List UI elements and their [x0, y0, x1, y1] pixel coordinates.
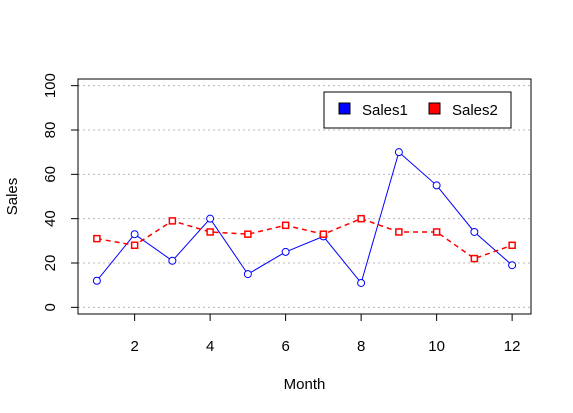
- series-sales1: [92, 148, 517, 287]
- x-tick-label: 12: [504, 338, 521, 355]
- plot-frame: [77, 78, 532, 315]
- x-tick-label: 2: [130, 338, 138, 355]
- data-point-sales2: [206, 228, 214, 236]
- data-point-sales1: [243, 270, 252, 279]
- x-tick-label: 8: [357, 338, 365, 355]
- data-point-sales2: [281, 221, 290, 230]
- data-point-sales2: [395, 228, 403, 236]
- legend: Sales1 Sales2: [323, 91, 512, 129]
- y-tick-label: 40: [42, 210, 59, 227]
- legend-box: [323, 91, 512, 129]
- x-axis: 2 4 6 8 10 12: [130, 314, 520, 355]
- legend-label-sales2: Sales2: [452, 102, 498, 119]
- series-line-sales2: [96, 217, 513, 260]
- legend-swatch-sales2: [428, 102, 441, 115]
- legend-label-sales1: Sales1: [362, 102, 408, 119]
- data-point-sales2: [508, 241, 516, 250]
- y-axis: 0 20 40 60 80 100: [42, 73, 78, 312]
- data-point-sales2: [319, 230, 328, 238]
- y-tick-label: 100: [42, 73, 59, 98]
- y-tick-label: 60: [42, 166, 59, 183]
- y-axis-label: Sales: [4, 178, 21, 216]
- data-point-sales2: [168, 217, 177, 225]
- data-point-sales1: [357, 278, 366, 287]
- data-point-sales1: [281, 247, 290, 256]
- data-point-sales1: [508, 261, 517, 270]
- series-sales2: [93, 214, 516, 263]
- y-tick-label: 20: [42, 255, 59, 272]
- series-line-sales1: [96, 151, 513, 285]
- x-tick-label: 4: [206, 338, 214, 355]
- x-tick-label: 6: [281, 338, 289, 355]
- x-tick-label: 10: [428, 338, 445, 355]
- data-point-sales2: [130, 241, 139, 250]
- data-point-sales1: [206, 214, 215, 223]
- gridlines: [78, 85, 531, 308]
- x-axis-label: Month: [284, 376, 326, 393]
- data-point-sales1: [394, 148, 403, 157]
- data-point-sales2: [470, 254, 479, 263]
- data-point-sales2: [244, 230, 252, 238]
- legend-swatch-sales1: [338, 102, 351, 115]
- data-point-sales1: [92, 276, 101, 285]
- data-point-sales2: [93, 234, 101, 243]
- series-layer: [92, 148, 517, 287]
- data-point-sales2: [432, 228, 441, 236]
- data-point-sales2: [357, 214, 365, 223]
- data-point-sales1: [432, 181, 441, 190]
- y-tick-label: 80: [42, 122, 59, 139]
- data-point-sales1: [470, 227, 479, 236]
- data-point-sales1: [130, 230, 139, 239]
- y-tick-label: 0: [42, 303, 59, 311]
- data-point-sales1: [168, 256, 177, 265]
